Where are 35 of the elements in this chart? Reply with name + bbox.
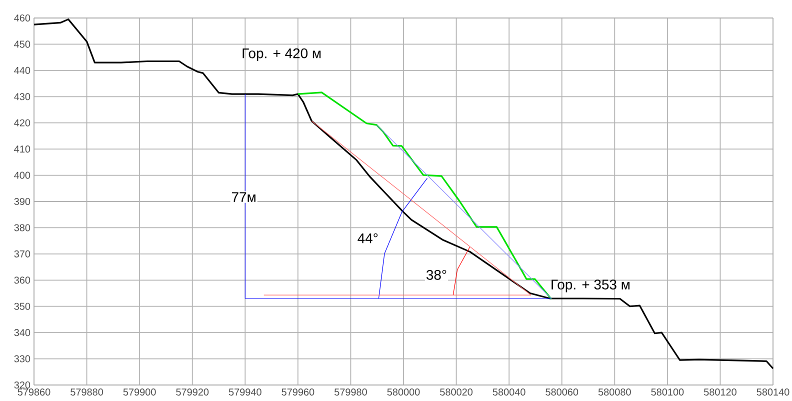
x-tick-label: 579920 — [176, 388, 209, 396]
x-tick-label: 580020 — [440, 388, 473, 396]
annotation: 38° — [426, 270, 446, 280]
x-tick-label: 580120 — [704, 388, 736, 396]
x-tick-label: 579860 — [18, 388, 50, 396]
x-tick-label: 580040 — [492, 388, 526, 396]
annotation: 44° — [358, 233, 378, 244]
y-tick-label: 320 — [14, 381, 30, 389]
x-tick-label: 579940 — [228, 388, 262, 396]
x-tick-label: 580000 — [387, 388, 420, 396]
annotation: 77м — [232, 192, 256, 202]
y-tick-label: 390 — [14, 198, 30, 206]
y-tick-label: 420 — [14, 119, 30, 126]
y-tick-label: 340 — [14, 329, 30, 336]
annotation: Гор. + 420 м — [242, 48, 321, 62]
annotation: Гор. + 353 м — [552, 280, 630, 292]
y-tick-label: 360 — [14, 276, 30, 284]
x-tick-label: 579980 — [334, 388, 367, 396]
y-tick-label: 460 — [14, 14, 30, 22]
x-tick-label: 579960 — [282, 388, 314, 396]
y-tick-label: 350 — [14, 302, 30, 310]
y-tick-label: 370 — [14, 250, 30, 258]
y-tick-label: 330 — [14, 355, 30, 362]
x-tick-label: 580140 — [756, 388, 790, 396]
y-tick-label: 380 — [14, 224, 30, 232]
y-tick-label: 450 — [14, 40, 30, 48]
x-tick-label: 580100 — [651, 388, 684, 396]
y-tick-label: 430 — [14, 93, 30, 100]
y-tick-label: 400 — [14, 172, 30, 179]
x-tick-label: 579900 — [123, 388, 156, 396]
x-tick-label: 579880 — [70, 388, 104, 396]
x-tick-label: 580060 — [546, 388, 578, 396]
y-tick-label: 440 — [14, 66, 30, 74]
y-tick-label: 410 — [14, 146, 30, 153]
x-tick-label: 580080 — [598, 388, 631, 396]
